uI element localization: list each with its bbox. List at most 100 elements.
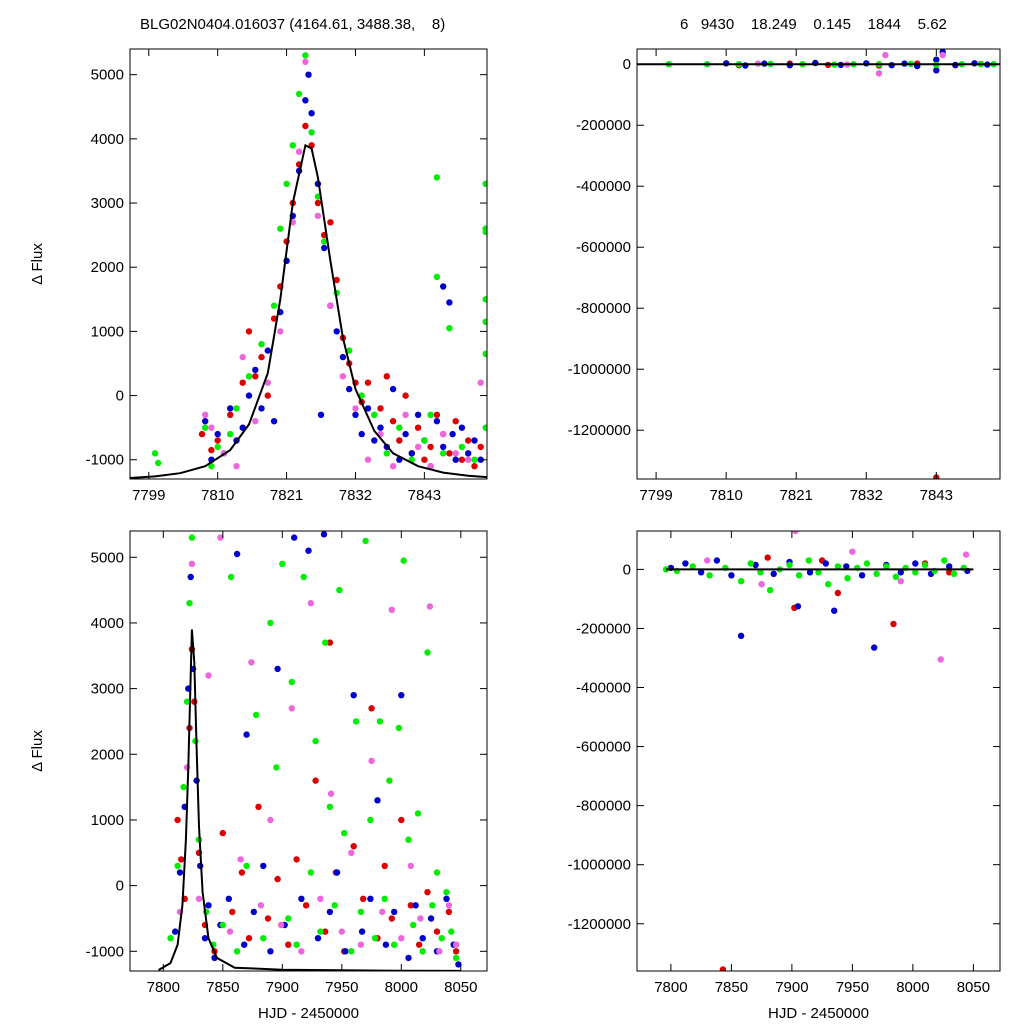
data-point-green (174, 862, 181, 870)
y-tick-label: 2000 (91, 746, 124, 763)
y-tick-label: 4000 (91, 131, 124, 148)
data-point-red (477, 443, 484, 451)
data-point-blue (398, 692, 405, 699)
panel-top-right: 7799 7810 7821 7832 7843 -1200000 -1000000 -800… (568, 48, 1001, 504)
data-point-green (414, 810, 422, 817)
data-point-magenta (257, 902, 265, 909)
data-point-magenta (202, 411, 209, 418)
data-point-green (396, 424, 403, 431)
y-tick-label: -1200000 (568, 422, 631, 439)
y-tick-label: -1000 (86, 943, 124, 960)
data-point-red (388, 915, 395, 922)
x-tick-label: 7950 (836, 979, 869, 996)
data-point-green (443, 889, 450, 896)
data-point-magenta (233, 463, 240, 470)
plot-frame (129, 48, 488, 480)
y-tick-label: 3000 (91, 681, 124, 698)
data-point-green (863, 560, 871, 567)
data-point-green (482, 180, 487, 187)
data-point-red (302, 902, 310, 909)
data-point-magenta (407, 862, 414, 870)
data-point-green (227, 573, 235, 581)
y-axis-label: Δ Flux (29, 730, 46, 772)
data-point-magenta (302, 58, 309, 65)
data-point-blue (321, 244, 328, 252)
data-point-green (317, 928, 324, 935)
data-point-blue (270, 418, 278, 425)
data-point-blue (408, 450, 415, 457)
data-point-blue (382, 941, 390, 948)
data-point-blue (264, 347, 271, 354)
data-point-red (389, 418, 397, 425)
data-point-red (293, 856, 300, 863)
plot-frame (636, 530, 1001, 972)
data-point-blue (367, 895, 374, 902)
data-point-magenta (188, 560, 196, 567)
data-point-green (737, 578, 745, 585)
data-point-magenta (217, 534, 224, 541)
data-point-red (433, 928, 441, 935)
data-point-green (348, 948, 355, 955)
data-point-red (719, 966, 727, 971)
data-point-blue (455, 961, 462, 968)
data-point-blue (333, 869, 341, 876)
data-point-red (452, 418, 459, 425)
data-point-magenta (882, 51, 889, 59)
data-point-blue (682, 560, 689, 567)
data-point-blue (443, 895, 450, 902)
y-tick-label: -600000 (576, 739, 631, 756)
model-curve (158, 629, 461, 971)
data-point-green (873, 570, 880, 577)
data-point-green (273, 764, 280, 771)
data-point-blue (202, 418, 209, 425)
data-point-magenta (937, 656, 944, 663)
y-tick-label: -400000 (576, 178, 631, 195)
data-point-green (208, 463, 215, 470)
data-point-red (270, 315, 278, 322)
data-point-blue (364, 405, 372, 412)
data-point-green (458, 443, 466, 451)
data-point-magenta (252, 418, 259, 425)
data-point-green (285, 915, 292, 922)
data-point-magenta (939, 51, 946, 59)
x-tick-label: 7832 (850, 487, 883, 504)
data-point-blue (305, 71, 312, 78)
data-point-blue (452, 456, 459, 463)
data-point-green (151, 450, 159, 457)
data-point-red (264, 392, 271, 399)
y-tick-label: -1000000 (568, 857, 631, 874)
data-point-magenta (264, 379, 271, 386)
model-curve (130, 143, 487, 479)
data-point-blue (371, 437, 378, 444)
data-point-blue (308, 110, 315, 117)
data-point-blue (389, 385, 397, 393)
data-point-red (178, 856, 185, 863)
data-point-red (377, 405, 384, 412)
data-point-blue (843, 563, 850, 570)
data-point-red (381, 862, 388, 870)
y-tick-label: -600000 (576, 239, 631, 256)
data-point-green (295, 90, 303, 98)
data-point-green (371, 935, 379, 942)
data-point-magenta (205, 672, 212, 679)
data-point-green (471, 456, 478, 463)
y-tick-label: -400000 (576, 680, 631, 697)
data-point-blue (258, 405, 265, 412)
data-point-blue (912, 560, 919, 567)
data-point-green (267, 619, 274, 627)
data-point-green (336, 586, 343, 594)
data-point-red (383, 373, 390, 380)
data-point-blue (806, 569, 814, 576)
y-tick-label: -200000 (576, 620, 631, 637)
y-tick-label: -1000 (86, 452, 124, 469)
data-point-magenta (379, 908, 386, 916)
data-point-blue (831, 607, 838, 614)
data-point-green (757, 569, 764, 576)
y-tick-label: -800000 (576, 798, 631, 815)
data-point-green (383, 450, 390, 457)
data-point-blue (267, 948, 274, 955)
data-point-green (258, 341, 265, 348)
data-point-magenta (352, 405, 359, 412)
data-point-green (233, 405, 240, 412)
data-point-blue (794, 603, 802, 610)
